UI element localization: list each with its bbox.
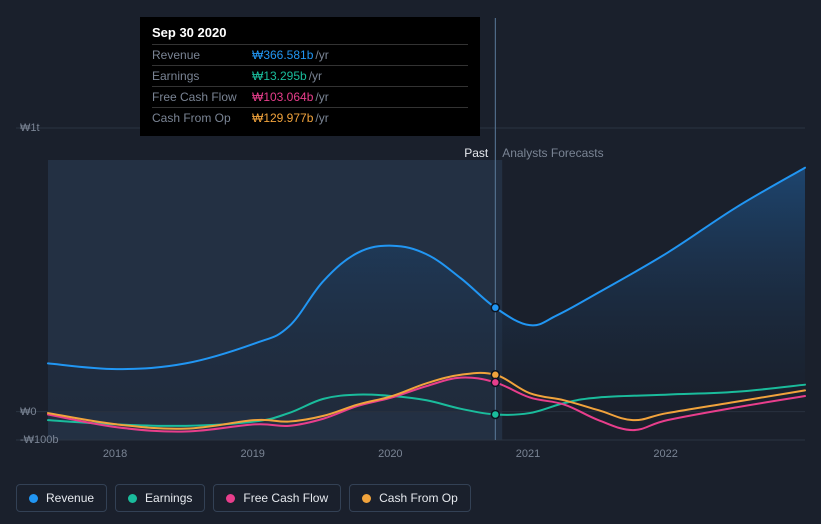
tooltip-row-value: ₩129.977b [252,111,313,125]
tooltip-row-label: Earnings [152,69,252,83]
tooltip-row-label: Cash From Op [152,111,252,125]
y-tick-label: ₩1t [20,122,40,134]
tooltip-row-value: ₩103.064b [252,90,313,104]
legend-dot [128,494,137,503]
tooltip-row-unit: /yr [315,48,328,62]
legend-item-earnings[interactable]: Earnings [115,484,205,512]
region-forecast-label: Analysts Forecasts [502,146,603,160]
legend-label: Earnings [145,491,192,505]
legend-item-cash-from-op[interactable]: Cash From Op [349,484,471,512]
cursor-point-fcf [491,378,499,386]
region-past-label: Past [464,146,488,160]
x-tick-label: 2019 [240,448,264,460]
x-tick-label: 2022 [653,448,677,460]
tooltip-row: Revenue₩366.581b /yr [152,44,468,65]
legend-dot [226,494,235,503]
y-tick-label: ₩0 [20,406,37,418]
legend-dot [362,494,371,503]
y-tick-label: -₩100b [20,434,59,446]
chart-tooltip: Sep 30 2020 Revenue₩366.581b /yrEarnings… [140,17,480,136]
tooltip-row-label: Free Cash Flow [152,90,252,104]
legend-label: Revenue [46,491,94,505]
x-tick-label: 2018 [103,448,127,460]
legend: Revenue Earnings Free Cash Flow Cash From O… [16,484,471,512]
tooltip-row: Free Cash Flow₩103.064b /yr [152,86,468,107]
cursor-point-revenue [491,304,499,312]
tooltip-row: Cash From Op₩129.977b /yr [152,107,468,128]
tooltip-row-value: ₩366.581b [252,48,313,62]
legend-label: Cash From Op [379,491,458,505]
cursor-point-earnings [491,410,499,418]
legend-item-free-cash-flow[interactable]: Free Cash Flow [213,484,341,512]
region-labels: Past Analysts Forecasts [464,146,603,160]
financials-chart: Sep 30 2020 Revenue₩366.581b /yrEarnings… [0,0,821,524]
tooltip-date: Sep 30 2020 [152,25,468,44]
legend-dot [29,494,38,503]
cursor-point-cfo [491,371,499,379]
tooltip-row-value: ₩13.295b [252,69,307,83]
tooltip-row-unit: /yr [309,69,322,83]
tooltip-row-unit: /yr [315,111,328,125]
tooltip-row-label: Revenue [152,48,252,62]
tooltip-row-unit: /yr [315,90,328,104]
x-tick-label: 2021 [516,448,540,460]
x-tick-label: 2020 [378,448,402,460]
legend-item-revenue[interactable]: Revenue [16,484,107,512]
tooltip-row: Earnings₩13.295b /yr [152,65,468,86]
legend-label: Free Cash Flow [243,491,328,505]
